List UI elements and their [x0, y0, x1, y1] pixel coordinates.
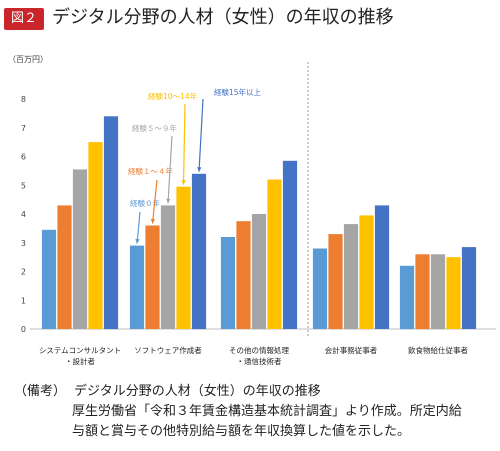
annotation-arrow: [167, 135, 173, 204]
y-tick-label: 1: [21, 296, 26, 305]
y-axis-unit: （百万円）: [8, 55, 48, 64]
x-tick-label: 飲食物給仕従事者: [408, 345, 468, 355]
y-tick-label: 5: [21, 181, 26, 190]
bar: [129, 245, 145, 329]
y-tick-label: 2: [21, 268, 26, 277]
bar: [57, 205, 72, 329]
bar: [446, 257, 461, 329]
bar: [251, 214, 267, 329]
annotation-arrow: [151, 179, 158, 224]
annotation-arrowhead: [197, 167, 202, 172]
bar: [72, 169, 88, 329]
y-tick-label: 3: [21, 239, 26, 248]
figure-header: 図２ デジタル分野の人材（女性）の年収の推移: [0, 0, 500, 38]
bar: [415, 254, 430, 330]
bar: [312, 248, 328, 329]
bar: [88, 142, 103, 329]
bar: [145, 225, 160, 329]
annotation-label: 経験15年以上: [214, 87, 262, 97]
annotation-label: 経験10～14年: [148, 91, 198, 101]
bar: [267, 179, 282, 329]
annotation-arrowhead: [135, 238, 140, 244]
bar: [191, 173, 207, 330]
x-tick-label: 会計事務従事者: [325, 345, 378, 355]
bar-chart: （百万円） 0 1 2 3 4 5 6 7 8 システムコンサルタント・設計者 ソフトウェア作成者 その…: [8, 55, 496, 366]
bar: [328, 234, 343, 329]
bar: [343, 224, 359, 329]
x-tick-label: その他の情報処理: [229, 345, 289, 355]
bar: [282, 160, 298, 329]
annotation-arrowhead: [166, 198, 171, 204]
y-tick-label: 4: [21, 210, 26, 219]
annotation-arrow: [182, 103, 186, 185]
bar: [236, 221, 251, 329]
bar: [374, 205, 390, 329]
bar: [461, 247, 477, 329]
y-tick-label: 7: [21, 124, 26, 133]
annotation-arrow: [198, 98, 204, 172]
annotation-label: 経験１～４年: [128, 166, 173, 176]
bar: [220, 237, 236, 329]
note-line-3: 与額と賞与その他特別給与額を年収換算した値を示した。: [72, 424, 411, 439]
y-tick-label: 8: [21, 95, 26, 104]
bar: [41, 229, 57, 329]
bar: [430, 254, 446, 330]
figure-title: デジタル分野の人材（女性）の年収の推移: [52, 7, 394, 28]
figure-note: （備考） デジタル分野の人材（女性）の年収の推移 厚生労働省「令和３年賃金構造基本…: [14, 382, 494, 442]
y-tick-label: 0: [21, 325, 26, 334]
bar: [399, 265, 415, 330]
x-tick-label: ・通信技術者: [237, 356, 282, 366]
x-tick-label: ソフトウェア作成者: [134, 345, 202, 355]
bar: [160, 205, 176, 329]
annotation-arrowhead: [181, 180, 186, 185]
x-tick-label: システムコンサルタント: [39, 346, 121, 355]
bar: [359, 215, 374, 329]
x-tick-label: ・設計者: [65, 356, 95, 366]
bar: [103, 116, 119, 330]
y-tick-label: 6: [21, 153, 26, 162]
figure-badge: 図２: [4, 8, 44, 30]
note-tag: （備考）: [14, 384, 67, 399]
annotation-arrow: [136, 211, 141, 244]
annotation-arrowhead: [150, 218, 156, 224]
note-line-1: デジタル分野の人材（女性）の年収の推移: [74, 384, 321, 399]
annotation-label: 経験０年: [130, 198, 160, 208]
annotation-label: 経験５～９年: [132, 123, 177, 133]
bar: [176, 186, 191, 329]
note-line-2: 厚生労働省「令和３年賃金構造基本統計調査」より作成。所定内給: [72, 404, 462, 419]
